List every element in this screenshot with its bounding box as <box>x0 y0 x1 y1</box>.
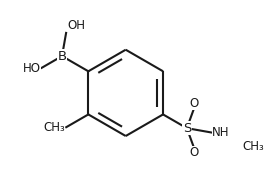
Text: S: S <box>183 122 191 135</box>
Text: O: O <box>189 146 198 159</box>
Text: CH₃: CH₃ <box>243 140 264 153</box>
Text: HO: HO <box>23 62 41 75</box>
Text: B: B <box>58 50 67 63</box>
Text: O: O <box>189 97 198 110</box>
Text: CH₃: CH₃ <box>44 121 65 134</box>
Text: NH: NH <box>212 126 230 139</box>
Text: OH: OH <box>67 19 85 32</box>
